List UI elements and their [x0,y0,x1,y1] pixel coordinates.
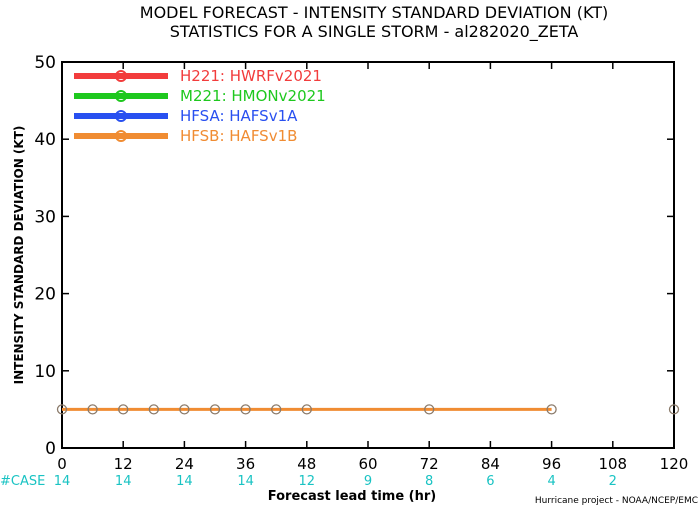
case-count: 14 [176,474,193,489]
x-axis-ticks: 0 12 24 36 48 60 72 84 96 108 120 [57,62,688,473]
data-point [424,404,435,415]
data-point [271,404,282,415]
chart-subtitle: STATISTICS FOR A SINGLE STORM - al282020… [170,22,579,42]
series-layer [56,404,680,415]
legend-marker [115,110,127,122]
case-count: 2 [609,474,617,489]
x-tick-label: 84 [481,455,500,473]
x-tick-label: 108 [598,455,627,473]
case-count: 4 [547,474,555,489]
chart-title: MODEL FORECAST - INTENSITY STANDARD DEVI… [140,3,608,22]
case-counts: #CASE 14 14 14 14 12 9 8 6 4 2 [0,474,617,489]
y-tick-label: 50 [34,53,56,73]
y-axis-label: INTENSITY STANDARD DEVIATION (KT) [12,126,26,385]
y-tick-label: 0 [45,439,56,459]
data-point [148,404,159,415]
x-tick-label: 120 [660,455,689,473]
data-point [56,404,68,415]
x-axis-label: Forecast lead time (hr) [268,489,436,504]
legend-label: M221: HMONv2021 [180,87,326,105]
legend-marker [115,90,127,102]
data-point [179,404,190,415]
data-point [209,404,221,415]
legend-label: H221: HWRFv2021 [180,67,322,85]
case-count: 8 [425,474,433,489]
x-tick-label: 36 [236,455,255,473]
case-count: 12 [299,474,316,489]
legend-marker [115,130,127,142]
legend: H221: HWRFv2021 M221: HMONv2021 HFSA: HAFS… [74,67,326,145]
case-count: 14 [54,474,71,489]
x-tick-label: 0 [57,455,67,473]
x-tick-label: 96 [542,455,561,473]
y-tick-label: 20 [34,285,56,305]
case-count: 14 [237,474,254,489]
case-label: #CASE [0,474,45,489]
footer-credit: Hurricane project - NOAA/NCEP/EMC [535,496,698,506]
legend-label: HFSB: HAFSv1B [180,127,297,145]
y-tick-label: 30 [34,207,56,227]
data-point [301,404,312,415]
case-count: 6 [486,474,494,489]
plot-frame [61,61,675,449]
case-count: 9 [364,474,372,489]
data-point [240,404,251,415]
y-axis-ticks: 0 10 20 30 40 50 [34,53,674,459]
case-count: 14 [115,474,132,489]
y-tick-label: 40 [34,130,56,150]
data-point [668,404,680,415]
data-point [546,404,557,415]
x-tick-label: 12 [114,455,133,473]
data-point [118,404,129,415]
x-tick-label: 72 [420,455,439,473]
x-tick-label: 24 [175,455,194,473]
x-tick-label: 48 [297,455,316,473]
legend-marker [115,70,127,82]
data-point [87,404,98,415]
legend-label: HFSA: HAFSv1A [180,107,298,125]
x-tick-label: 60 [358,455,377,473]
y-tick-label: 10 [34,362,56,382]
